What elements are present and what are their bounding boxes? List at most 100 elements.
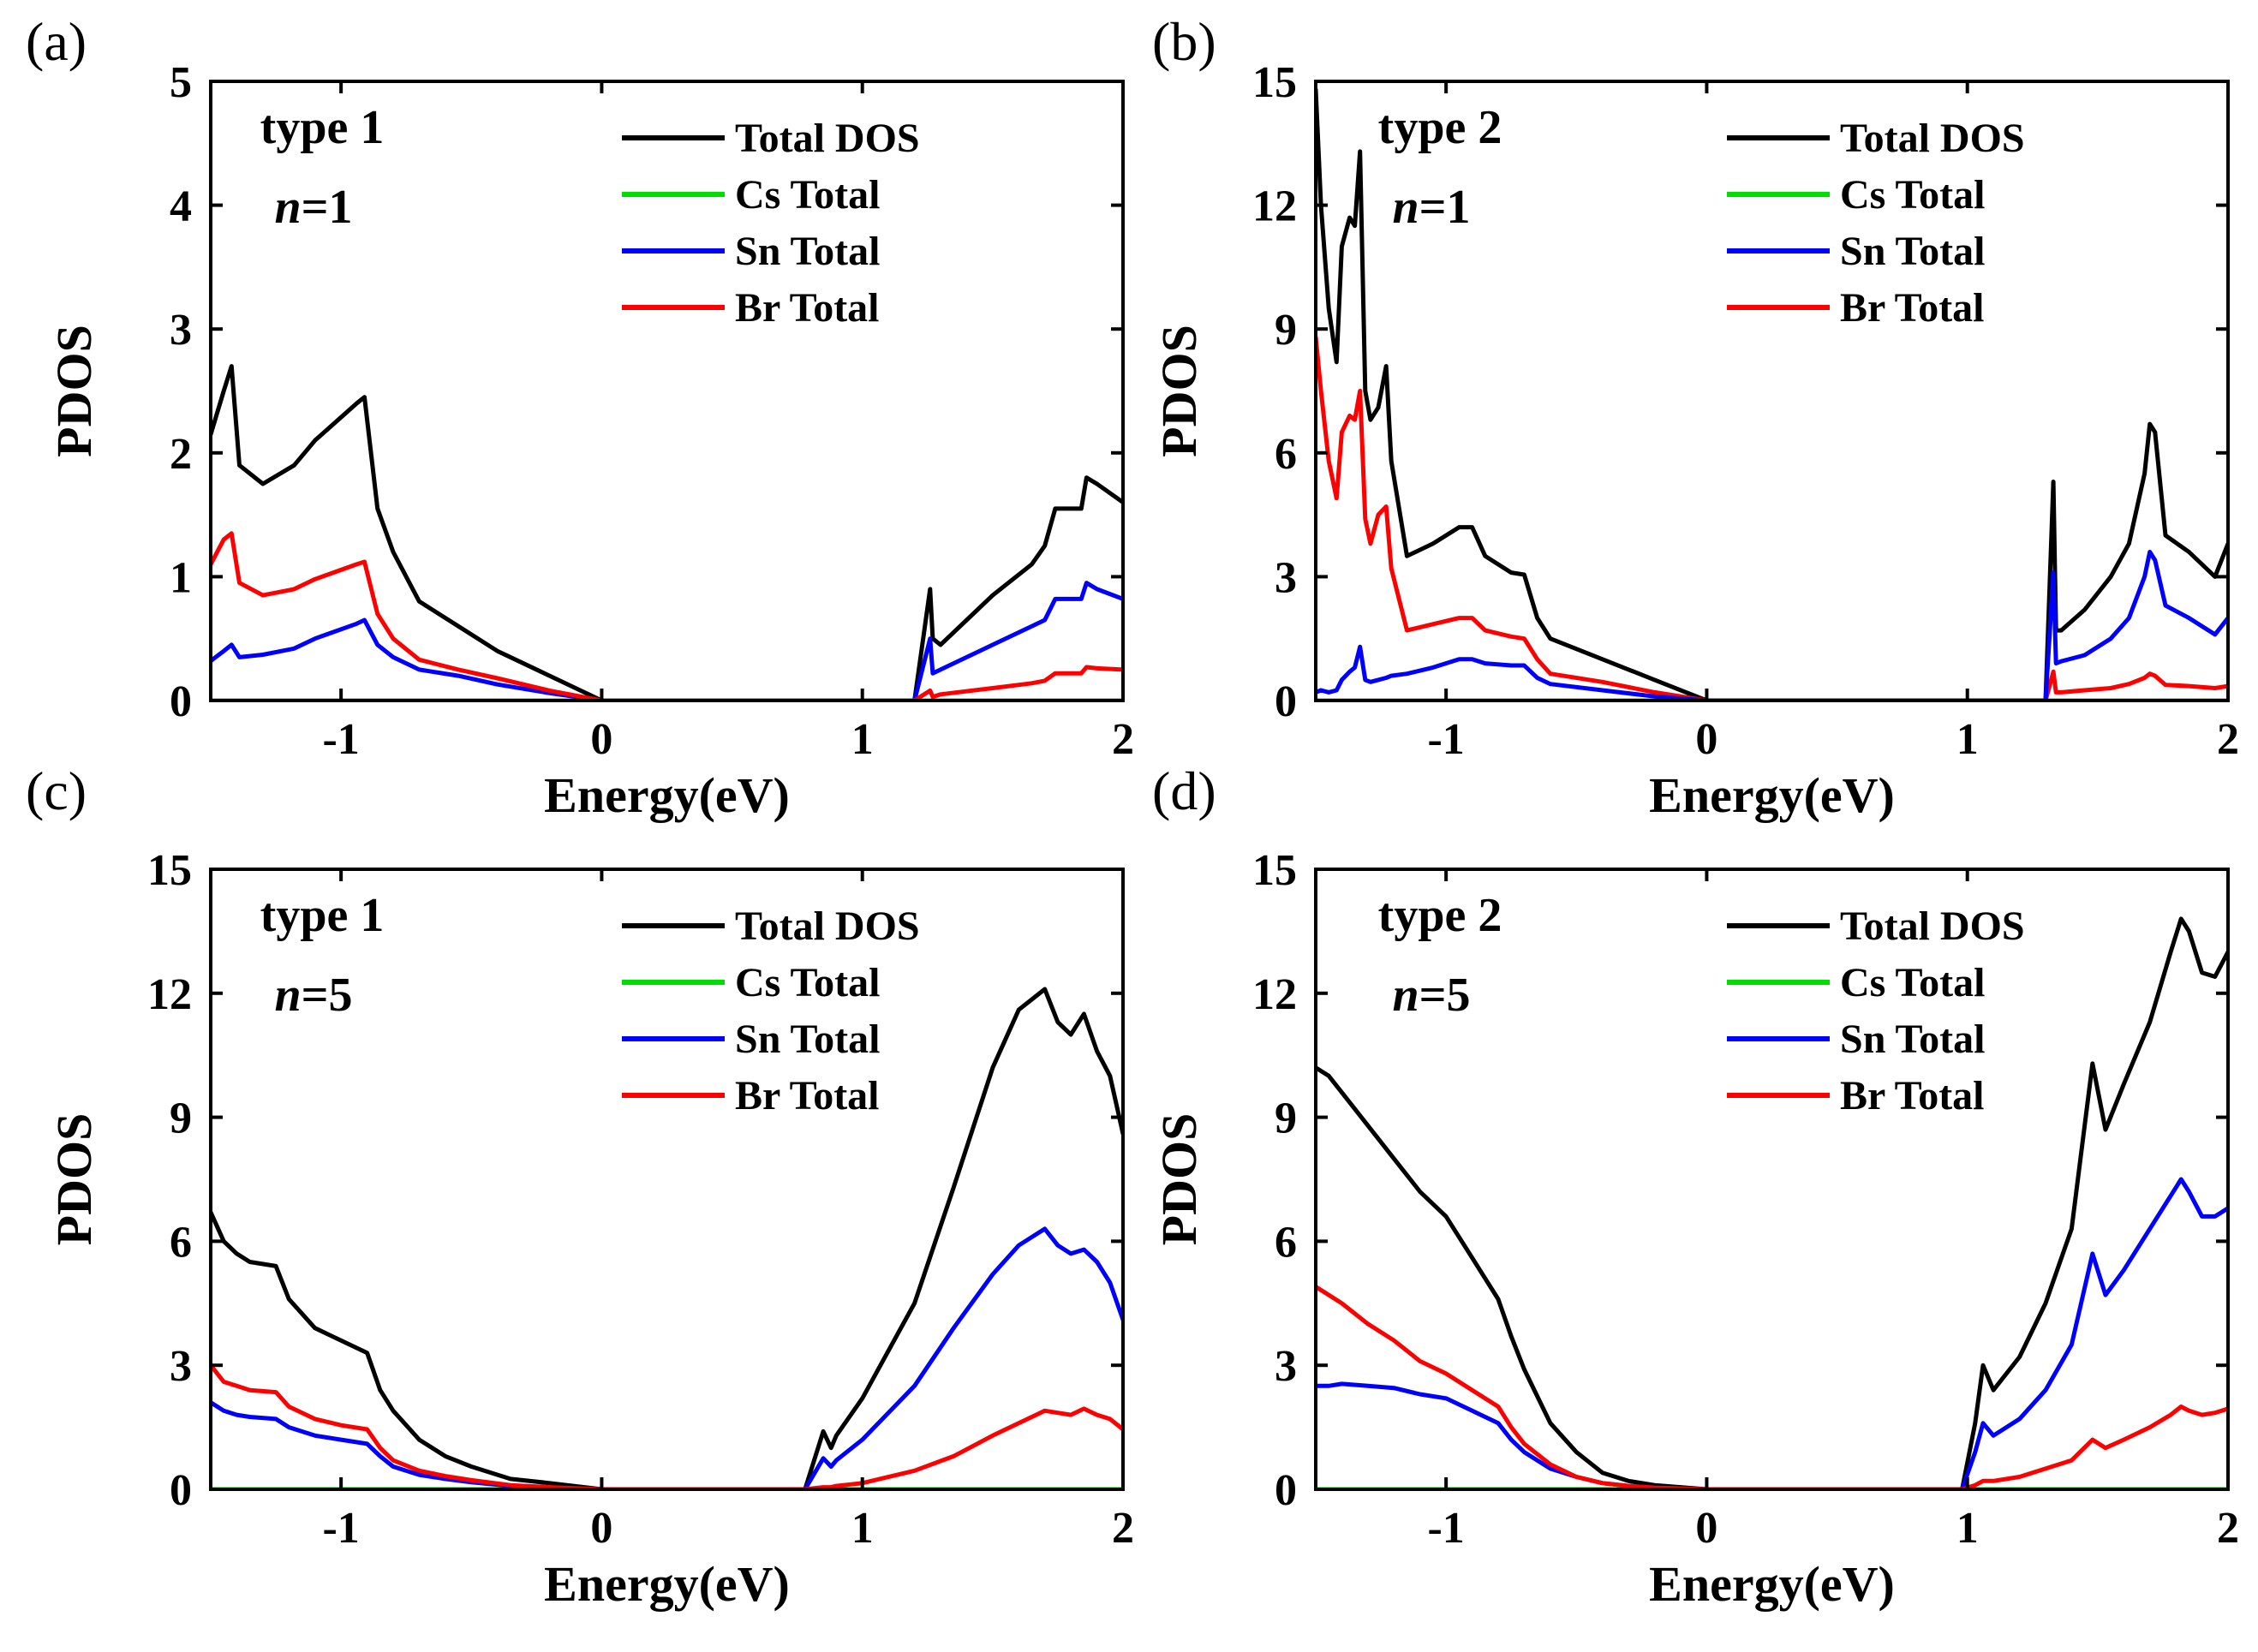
y-tick-label: 2 — [170, 430, 192, 479]
series-group — [211, 364, 1123, 701]
y-tick-label: 0 — [170, 1466, 192, 1515]
series-line-total-dos — [211, 987, 1123, 1489]
panel-letter: (d) — [1152, 760, 1216, 821]
series-group — [1316, 916, 2228, 1489]
series-line-sn-total — [211, 1226, 1123, 1489]
y-tick-label: 0 — [1275, 677, 1297, 726]
legend-label: Cs Total — [735, 172, 880, 218]
x-tick-label: 0 — [1695, 715, 1717, 764]
legend-label: Cs Total — [1840, 960, 1985, 1005]
x-tick-label: 0 — [590, 1504, 612, 1553]
annotation-n: n=1 — [274, 181, 352, 234]
x-tick-label: -1 — [1427, 1504, 1464, 1553]
y-tick-label: 3 — [170, 1342, 192, 1391]
y-tick-label: 15 — [147, 846, 192, 895]
x-tick-label: 2 — [1112, 715, 1134, 764]
x-tick-label: 1 — [1956, 715, 1979, 764]
x-tick-label: -1 — [1427, 715, 1464, 764]
y-axis-title: PDOS — [1151, 325, 1207, 457]
series-line-br-total — [1316, 1285, 2228, 1489]
x-axis-title: Energy(eV) — [544, 1556, 790, 1612]
legend-label: Sn Total — [1840, 1017, 1985, 1062]
legend-label: Total DOS — [735, 116, 920, 161]
annotation-n-val: =1 — [1419, 181, 1471, 234]
y-tick-label: 4 — [170, 182, 192, 231]
legend-label: Sn Total — [735, 1017, 880, 1062]
annotation-n: n=1 — [1392, 181, 1470, 234]
series-line-br-total — [211, 1363, 1123, 1489]
x-axis-title: Energy(eV) — [1649, 1556, 1895, 1612]
legend-label: Cs Total — [735, 960, 880, 1005]
series-line-br-total — [1316, 335, 2228, 701]
x-tick-label: 0 — [1695, 1504, 1717, 1553]
y-tick-label: 12 — [1252, 970, 1297, 1019]
y-axis-title: PDOS — [1151, 1113, 1207, 1246]
annotation-n-var: n — [1392, 181, 1419, 234]
y-tick-label: 9 — [1275, 306, 1297, 355]
y-axis-title: PDOS — [46, 325, 102, 457]
panel-letter: (b) — [1152, 11, 1216, 72]
series-line-total-dos — [1316, 916, 2228, 1489]
series-group — [211, 987, 1123, 1489]
annotation-n-var: n — [274, 969, 301, 1022]
y-tick-label: 3 — [1275, 553, 1297, 602]
panel-letter: (a) — [26, 11, 87, 72]
annotation-n-val: =5 — [1419, 969, 1471, 1022]
x-axis-title: Energy(eV) — [544, 767, 790, 823]
panel-letter: (c) — [26, 760, 87, 821]
series-group — [1316, 87, 2228, 701]
legend-label: Total DOS — [1840, 904, 2025, 949]
legend-label: Br Total — [1840, 285, 1985, 331]
legend-label: Sn Total — [1840, 229, 1985, 274]
y-tick-label: 0 — [170, 677, 192, 726]
annotation-type: type 2 — [1378, 101, 1502, 154]
y-tick-label: 9 — [1275, 1094, 1297, 1143]
x-tick-label: 1 — [851, 715, 874, 764]
legend-label: Br Total — [1840, 1073, 1985, 1118]
series-line-sn-total — [1316, 550, 2228, 701]
panel-a: (a) -1 0 1 2 0 1 2 3 4 5 Energy(eV) PDOS type 1 n=1 Tot… — [26, 11, 1134, 823]
plot-frame — [209, 80, 1125, 702]
x-tick-label: 0 — [590, 715, 612, 764]
x-tick-label: 1 — [851, 1504, 874, 1553]
series-line-total-dos — [211, 364, 1123, 701]
y-tick-label: 12 — [147, 970, 192, 1019]
y-axis-title: PDOS — [46, 1113, 102, 1246]
y-tick-label: 15 — [1252, 58, 1297, 107]
series-line-br-total — [211, 531, 1123, 701]
x-tick-label: -1 — [322, 1504, 359, 1553]
x-tick-label: 2 — [2217, 715, 2239, 764]
legend-label: Br Total — [735, 1073, 880, 1118]
y-tick-label: 9 — [170, 1094, 192, 1143]
x-tick-label: 1 — [1956, 1504, 1979, 1553]
plot-frame — [1314, 868, 2230, 1491]
y-tick-label: 3 — [1275, 1342, 1297, 1391]
annotation-n-val: =1 — [302, 181, 353, 234]
annotation-n-var: n — [274, 181, 301, 234]
y-tick-label: 6 — [1275, 1218, 1297, 1267]
y-tick-label: 6 — [1275, 430, 1297, 479]
plot-frame — [1314, 80, 2230, 702]
annotation-n: n=5 — [274, 969, 352, 1022]
plot-frame — [209, 868, 1125, 1491]
y-tick-label: 12 — [1252, 182, 1297, 231]
series-line-sn-total — [1316, 1177, 2228, 1489]
annotation-n: n=5 — [1392, 969, 1470, 1022]
legend-label: Sn Total — [735, 229, 880, 274]
legend-label: Cs Total — [1840, 172, 1985, 218]
y-tick-label: 15 — [1252, 846, 1297, 895]
x-tick-label: -1 — [322, 715, 359, 764]
y-tick-label: 5 — [170, 58, 192, 107]
annotation-n-val: =5 — [302, 969, 353, 1022]
y-tick-label: 6 — [170, 1218, 192, 1267]
annotation-type: type 1 — [260, 101, 385, 154]
series-line-total-dos — [1316, 87, 2228, 701]
annotation-n-var: n — [1392, 969, 1419, 1022]
legend-label: Total DOS — [1840, 116, 2025, 161]
annotation-type: type 2 — [1378, 889, 1502, 942]
y-tick-label: 1 — [170, 553, 192, 602]
